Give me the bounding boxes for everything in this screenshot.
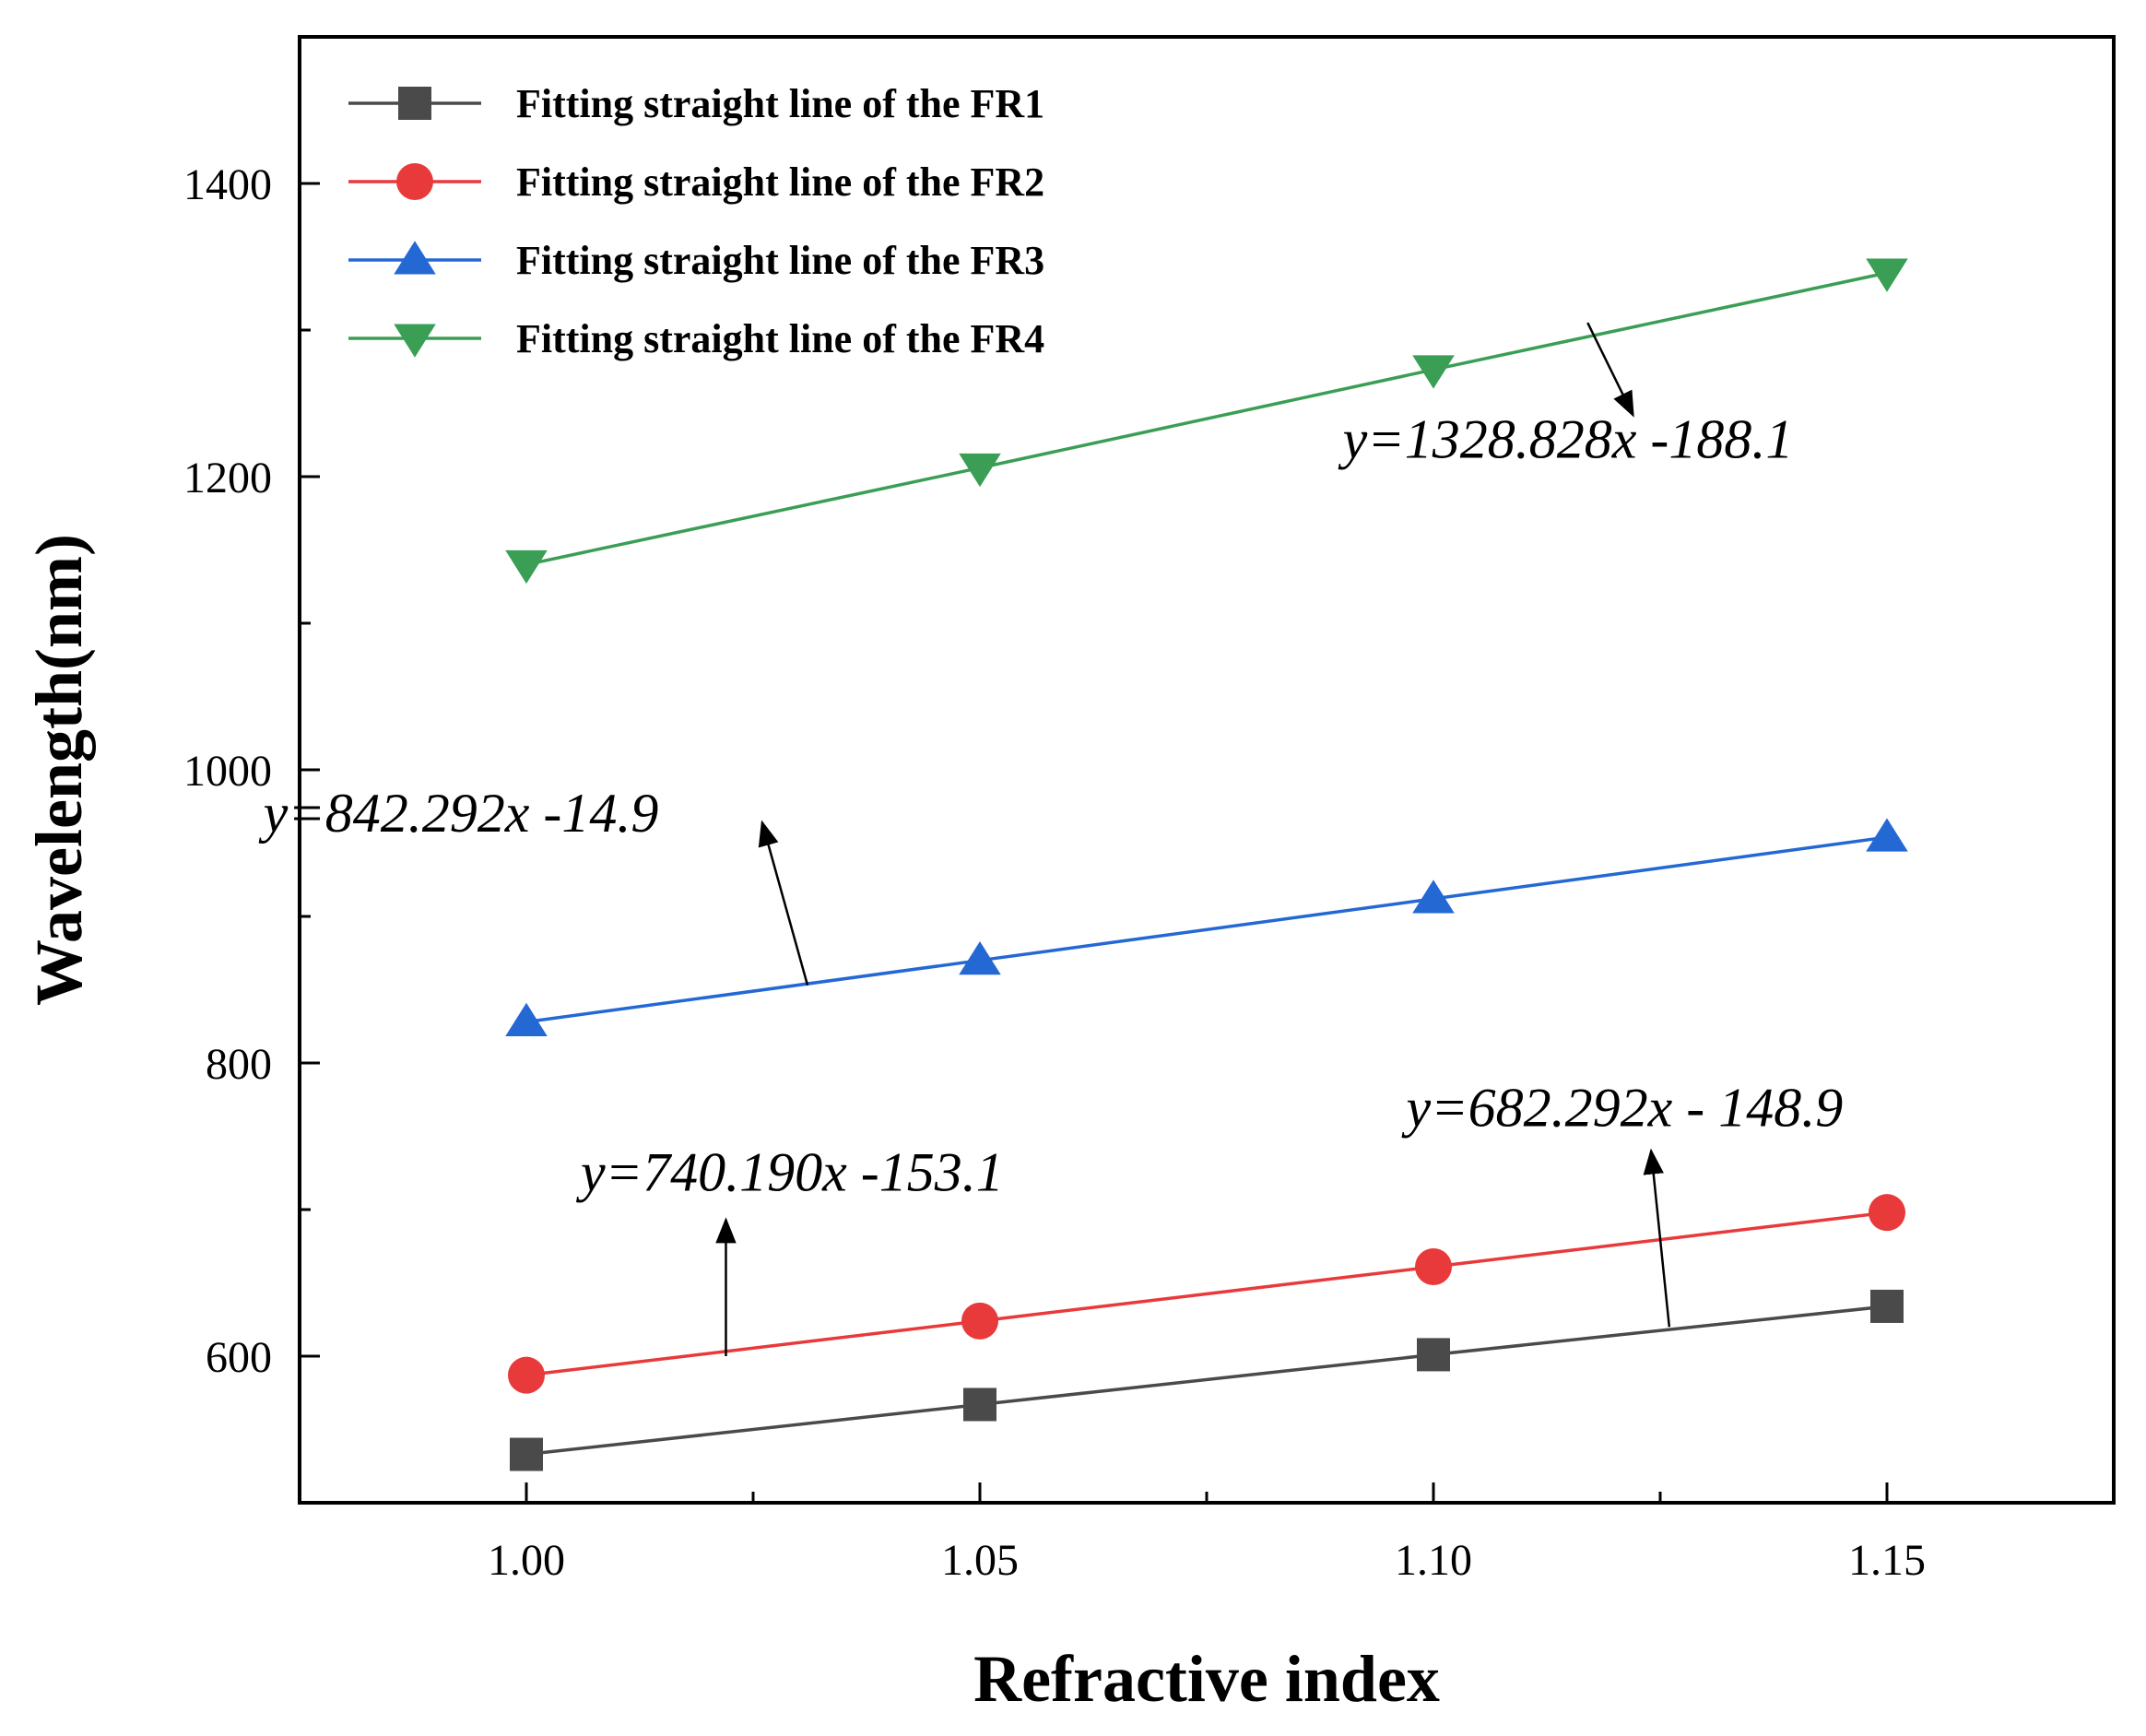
data-point	[1412, 880, 1455, 914]
data-point	[963, 1388, 996, 1422]
annotation-label: y=1328.828x -188.1	[1338, 408, 1794, 469]
data-point	[505, 1002, 548, 1037]
legend-label: Fitting straight line of the FR3	[516, 238, 1044, 283]
data-point	[1869, 1194, 1905, 1232]
legend-label: Fitting straight line of the FR4	[516, 316, 1044, 361]
legend-label: Fitting straight line of the FR1	[516, 81, 1044, 126]
data-point	[1870, 1289, 1904, 1323]
y-tick-label: 1200	[183, 454, 272, 502]
annotation-label: y=682.292x - 148.9	[1400, 1077, 1843, 1138]
annotation-label: y=842.292x -14.9	[258, 783, 659, 844]
legend-item: Fitting straight line of the FR3	[348, 238, 1044, 283]
annotation-layer: y=1328.828x -188.1 y=842.292x -14.9 y=740.…	[258, 322, 1843, 1356]
series-line	[525, 835, 1888, 1024]
data-point	[1412, 355, 1455, 389]
series-line	[525, 1210, 1888, 1377]
legend-marker	[398, 87, 431, 120]
x-axis-ticks: 1.00 1.05 1.10 1.15	[488, 1482, 1926, 1585]
annotation-label: y=740.190x -153.1	[575, 1141, 1004, 1202]
x-tick-label: 1.10	[1395, 1536, 1472, 1585]
annotation-arrow	[1643, 1148, 1671, 1328]
y-tick-label: 1000	[183, 747, 272, 796]
series-1	[510, 1289, 1904, 1471]
legend-marker	[394, 241, 436, 275]
legend-marker	[396, 163, 433, 200]
series-3	[505, 818, 1908, 1037]
data-point	[1417, 1338, 1450, 1372]
y-axis-title: Wavelength(nm)	[22, 534, 96, 1006]
y-axis-ticks: 600 800 1000 1200 1400	[183, 160, 320, 1382]
annotation-arrow	[1586, 322, 1634, 418]
legend-label: Fitting straight line of the FR2	[516, 159, 1044, 205]
series-2	[508, 1194, 1905, 1394]
x-tick-label: 1.00	[488, 1536, 565, 1585]
y-tick-label: 1400	[183, 160, 272, 209]
series-4	[505, 258, 1908, 585]
legend-marker	[394, 324, 436, 358]
data-point	[1866, 258, 1908, 292]
series-layer	[505, 258, 1908, 1471]
legend-item: Fitting straight line of the FR4	[348, 316, 1044, 361]
legend: Fitting straight line of the FR1 Fitting …	[348, 81, 1044, 361]
data-point	[1866, 818, 1908, 852]
data-point	[508, 1356, 545, 1394]
series-line	[525, 271, 1888, 567]
x-tick-label: 1.05	[941, 1536, 1019, 1585]
data-point	[959, 941, 1001, 975]
x-tick-label: 1.15	[1848, 1536, 1926, 1585]
data-point	[505, 549, 548, 585]
data-point	[1415, 1248, 1452, 1286]
annotation-arrow	[758, 820, 809, 986]
x-axis-title: Refractive index	[973, 1642, 1440, 1716]
legend-item: Fitting straight line of the FR2	[348, 159, 1044, 205]
y-tick-label: 600	[206, 1333, 272, 1382]
data-point	[961, 1302, 998, 1340]
data-point	[959, 453, 1001, 488]
legend-item: Fitting straight line of the FR1	[348, 81, 1044, 126]
data-point	[510, 1437, 543, 1471]
y-tick-label: 800	[206, 1040, 272, 1089]
series-line	[525, 1305, 1888, 1457]
